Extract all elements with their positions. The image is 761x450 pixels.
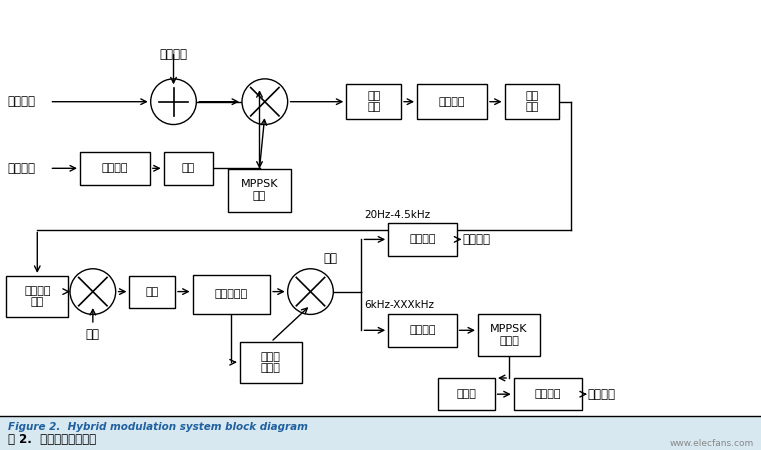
FancyBboxPatch shape	[438, 378, 495, 410]
FancyBboxPatch shape	[417, 84, 487, 119]
FancyBboxPatch shape	[505, 84, 559, 119]
Text: 前置滤波
放大: 前置滤波 放大	[24, 286, 50, 307]
Text: 相干: 相干	[323, 252, 337, 266]
Text: 冲击滤波器: 冲击滤波器	[215, 289, 248, 299]
Text: 中放: 中放	[145, 287, 159, 297]
Text: www.elecfans.com: www.elecfans.com	[669, 439, 753, 448]
Ellipse shape	[288, 269, 333, 315]
FancyBboxPatch shape	[80, 152, 150, 184]
FancyBboxPatch shape	[346, 84, 401, 119]
Text: 无线信道: 无线信道	[439, 97, 465, 107]
Text: 音频信号: 音频信号	[8, 95, 36, 108]
Text: 交织: 交织	[182, 163, 195, 173]
FancyBboxPatch shape	[164, 152, 213, 184]
FancyBboxPatch shape	[478, 314, 540, 356]
Text: 带通滤波: 带通滤波	[409, 325, 435, 335]
Text: 信道译码: 信道译码	[535, 389, 561, 399]
FancyBboxPatch shape	[388, 314, 457, 346]
Text: 图 2.  复合调制系统框图: 图 2. 复合调制系统框图	[8, 433, 96, 446]
Ellipse shape	[242, 79, 288, 125]
FancyBboxPatch shape	[388, 223, 457, 256]
Text: 本振: 本振	[86, 328, 100, 342]
Ellipse shape	[70, 269, 116, 315]
Text: MPPSK
调制: MPPSK 调制	[240, 179, 279, 201]
FancyBboxPatch shape	[240, 342, 302, 383]
Text: 信道编码: 信道编码	[102, 163, 128, 173]
Text: 提取相
干载波: 提取相 干载波	[261, 352, 281, 374]
Text: 直流分量: 直流分量	[160, 48, 187, 61]
FancyBboxPatch shape	[6, 276, 68, 317]
Ellipse shape	[151, 79, 196, 125]
FancyBboxPatch shape	[129, 276, 175, 308]
Text: Figure 2.  Hybrid modulation system block diagram: Figure 2. Hybrid modulation system block…	[8, 422, 307, 432]
Text: 音频滤波: 音频滤波	[409, 234, 435, 244]
Text: 接收
天线: 接收 天线	[525, 91, 539, 112]
FancyBboxPatch shape	[193, 274, 270, 314]
FancyBboxPatch shape	[514, 378, 582, 410]
Text: MPPSK
解调器: MPPSK 解调器	[490, 324, 528, 346]
Text: 音频输出: 音频输出	[462, 233, 490, 246]
FancyBboxPatch shape	[228, 169, 291, 212]
Text: 20Hz-4.5kHz: 20Hz-4.5kHz	[364, 210, 430, 220]
Text: 数字信号: 数字信号	[8, 162, 36, 175]
FancyBboxPatch shape	[0, 416, 761, 450]
Text: 解交织: 解交织	[456, 389, 476, 399]
Text: 码流输出: 码流输出	[587, 388, 616, 400]
Text: 6kHz-XXXkHz: 6kHz-XXXkHz	[364, 300, 434, 310]
Text: 发射
天线: 发射 天线	[367, 91, 380, 112]
